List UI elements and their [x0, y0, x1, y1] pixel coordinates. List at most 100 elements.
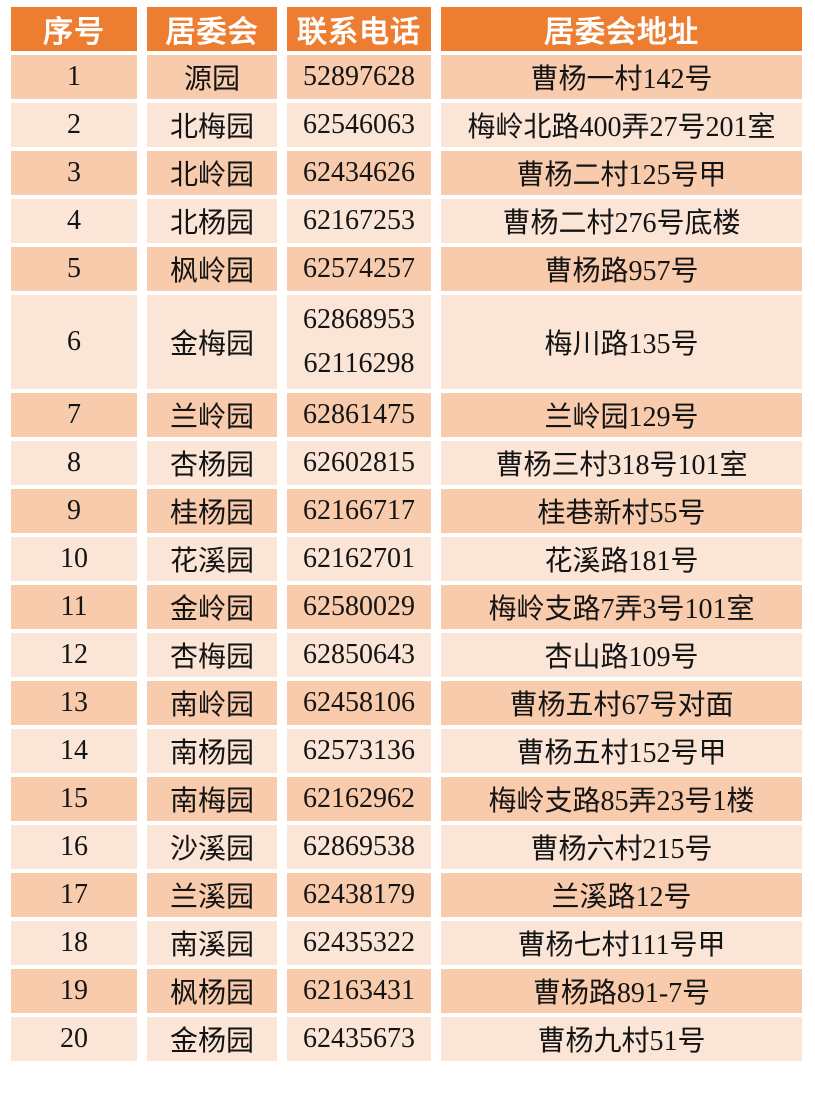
table-row: 6 金梅园 62868953 62116298 梅川路135号 — [11, 295, 802, 389]
index-cell: 18 — [11, 921, 137, 965]
phone-cell: 62434626 — [287, 151, 431, 195]
address-cell: 杏山路109号 — [441, 633, 802, 677]
table-row: 11 金岭园 62580029 梅岭支路7弄3号101室 — [11, 585, 802, 629]
phone-cell: 52897628 — [287, 55, 431, 99]
table-body: 1 源园 52897628 曹杨一村142号 2 北梅园 62546063 梅岭… — [11, 55, 802, 1061]
address-cell: 曹杨一村142号 — [441, 55, 802, 99]
phone-cell: 62546063 — [287, 103, 431, 147]
table-row: 20 金杨园 62435673 曹杨九村51号 — [11, 1017, 802, 1061]
index-cell: 14 — [11, 729, 137, 773]
phone-cell: 62869538 — [287, 825, 431, 869]
phone-cell: 62163431 — [287, 969, 431, 1013]
table-row: 5 枫岭园 62574257 曹杨路957号 — [11, 247, 802, 291]
phone-cell: 62574257 — [287, 247, 431, 291]
name-cell: 金杨园 — [147, 1017, 277, 1061]
index-cell: 6 — [11, 295, 137, 389]
name-cell: 枫岭园 — [147, 247, 277, 291]
address-cell: 曹杨六村215号 — [441, 825, 802, 869]
index-cell: 7 — [11, 393, 137, 437]
address-cell: 曹杨七村111号甲 — [441, 921, 802, 965]
name-cell: 金岭园 — [147, 585, 277, 629]
address-cell: 梅川路135号 — [441, 295, 802, 389]
table-row: 4 北杨园 62167253 曹杨二村276号底楼 — [11, 199, 802, 243]
address-cell: 曹杨路891-7号 — [441, 969, 802, 1013]
name-cell: 南岭园 — [147, 681, 277, 725]
index-cell: 5 — [11, 247, 137, 291]
name-cell: 花溪园 — [147, 537, 277, 581]
phone-line: 62868953 — [303, 304, 415, 335]
address-cell: 曹杨五村67号对面 — [441, 681, 802, 725]
address-cell: 兰岭园129号 — [441, 393, 802, 437]
table-row: 19 枫杨园 62163431 曹杨路891-7号 — [11, 969, 802, 1013]
index-cell: 19 — [11, 969, 137, 1013]
phone-line: 62116298 — [303, 348, 415, 379]
index-cell: 15 — [11, 777, 137, 821]
phone-cell: 62166717 — [287, 489, 431, 533]
index-cell: 2 — [11, 103, 137, 147]
phone-cell: 62868953 62116298 — [287, 295, 431, 389]
index-cell: 16 — [11, 825, 137, 869]
address-cell: 桂巷新村55号 — [441, 489, 802, 533]
phone-cell: 62435322 — [287, 921, 431, 965]
table-row: 12 杏梅园 62850643 杏山路109号 — [11, 633, 802, 677]
address-cell: 梅岭北路400弄27号201室 — [441, 103, 802, 147]
table-row: 16 沙溪园 62869538 曹杨六村215号 — [11, 825, 802, 869]
index-cell: 8 — [11, 441, 137, 485]
address-cell: 曹杨路957号 — [441, 247, 802, 291]
table-row: 18 南溪园 62435322 曹杨七村111号甲 — [11, 921, 802, 965]
address-cell: 曹杨三村318号101室 — [441, 441, 802, 485]
name-cell: 源园 — [147, 55, 277, 99]
name-cell: 北岭园 — [147, 151, 277, 195]
phone-cell: 62162701 — [287, 537, 431, 581]
table-row: 10 花溪园 62162701 花溪路181号 — [11, 537, 802, 581]
table-row: 17 兰溪园 62438179 兰溪路12号 — [11, 873, 802, 917]
phone-cell: 62861475 — [287, 393, 431, 437]
name-cell: 枫杨园 — [147, 969, 277, 1013]
name-cell: 南杨园 — [147, 729, 277, 773]
table-row: 13 南岭园 62458106 曹杨五村67号对面 — [11, 681, 802, 725]
address-cell: 曹杨九村51号 — [441, 1017, 802, 1061]
phone-cell: 62602815 — [287, 441, 431, 485]
header-cell-name: 居委会 — [147, 7, 277, 51]
name-cell: 兰岭园 — [147, 393, 277, 437]
address-cell: 梅岭支路7弄3号101室 — [441, 585, 802, 629]
address-cell: 梅岭支路85弄23号1楼 — [441, 777, 802, 821]
phone-cell: 62167253 — [287, 199, 431, 243]
phone-cell: 62435673 — [287, 1017, 431, 1061]
name-cell: 南梅园 — [147, 777, 277, 821]
table-row: 8 杏杨园 62602815 曹杨三村318号101室 — [11, 441, 802, 485]
index-cell: 13 — [11, 681, 137, 725]
address-cell: 花溪路181号 — [441, 537, 802, 581]
name-cell: 杏杨园 — [147, 441, 277, 485]
name-cell: 北杨园 — [147, 199, 277, 243]
phone-cell: 62458106 — [287, 681, 431, 725]
phone-cell: 62162962 — [287, 777, 431, 821]
index-cell: 11 — [11, 585, 137, 629]
name-cell: 桂杨园 — [147, 489, 277, 533]
index-cell: 20 — [11, 1017, 137, 1061]
index-cell: 12 — [11, 633, 137, 677]
phone-cell: 62580029 — [287, 585, 431, 629]
phone-stack: 62868953 62116298 — [287, 306, 431, 378]
name-cell: 沙溪园 — [147, 825, 277, 869]
table-row: 15 南梅园 62162962 梅岭支路85弄23号1楼 — [11, 777, 802, 821]
address-cell: 曹杨五村152号甲 — [441, 729, 802, 773]
phone-cell: 62573136 — [287, 729, 431, 773]
address-cell: 兰溪路12号 — [441, 873, 802, 917]
phone-cell: 62438179 — [287, 873, 431, 917]
address-cell: 曹杨二村276号底楼 — [441, 199, 802, 243]
header-cell-phone: 联系电话 — [287, 7, 431, 51]
table-row: 9 桂杨园 62166717 桂巷新村55号 — [11, 489, 802, 533]
table-row: 1 源园 52897628 曹杨一村142号 — [11, 55, 802, 99]
index-cell: 17 — [11, 873, 137, 917]
index-cell: 3 — [11, 151, 137, 195]
phone-cell: 62850643 — [287, 633, 431, 677]
index-cell: 10 — [11, 537, 137, 581]
name-cell: 北梅园 — [147, 103, 277, 147]
table-header: 序号 居委会 联系电话 居委会地址 — [11, 7, 802, 51]
committee-table: 序号 居委会 联系电话 居委会地址 1 源园 52897628 曹杨一村142号… — [1, 3, 812, 1065]
table-row: 7 兰岭园 62861475 兰岭园129号 — [11, 393, 802, 437]
header-cell-no: 序号 — [11, 7, 137, 51]
table-row: 3 北岭园 62434626 曹杨二村125号甲 — [11, 151, 802, 195]
index-cell: 4 — [11, 199, 137, 243]
